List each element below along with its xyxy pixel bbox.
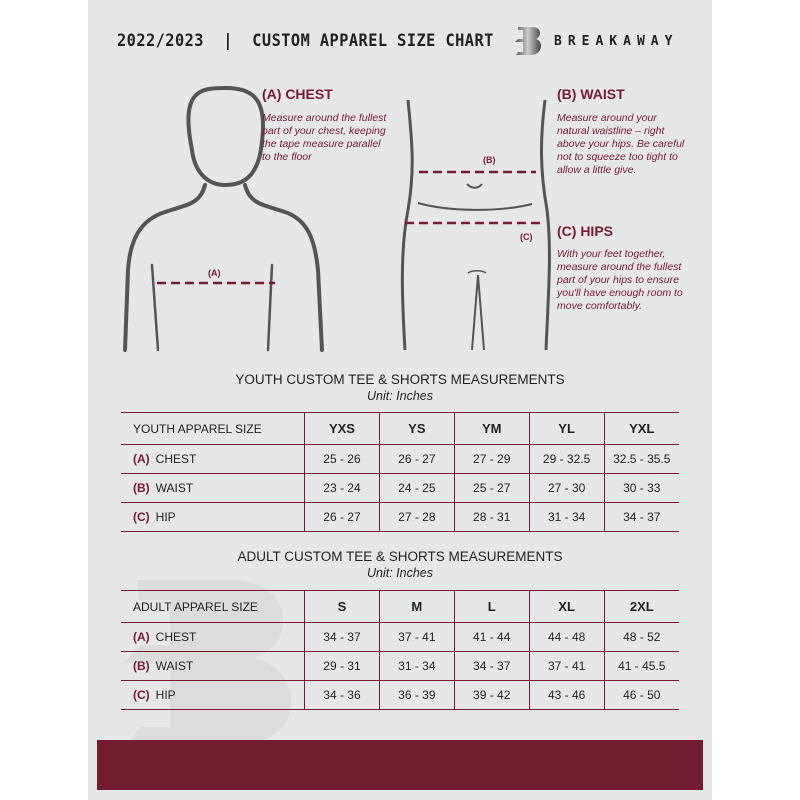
hips-marker: (C)	[520, 232, 533, 242]
cell: 36 - 39	[378, 680, 455, 710]
chest-marker: (A)	[208, 268, 221, 278]
youth-table-unit: Unit: Inches	[366, 389, 433, 403]
cell: 26 - 27	[378, 444, 455, 474]
size-header: YXL	[603, 412, 679, 445]
cell: 34 - 37	[304, 622, 380, 652]
cell: 41 - 44	[453, 622, 530, 652]
row-label: (A) CHEST	[121, 622, 305, 652]
size-header: 2XL	[603, 590, 679, 623]
brand-logo-icon	[515, 27, 541, 55]
cell: 27 - 28	[378, 502, 455, 532]
cell: 48 - 52	[603, 622, 679, 652]
row-label: (B) WAIST	[121, 473, 305, 503]
hips-description: With your feet together, measure around …	[557, 248, 683, 312]
cell: 34 - 36	[304, 680, 380, 710]
size-header: YS	[378, 412, 455, 445]
adult-table-unit: Unit: Inches	[366, 566, 433, 580]
row-label: (B) WAIST	[121, 651, 305, 681]
body-illustrations: (A) (B) (C)	[123, 85, 551, 352]
table-row: (A) CHEST 25 - 26 26 - 27 27 - 29 29 - 32.5 32…	[121, 444, 679, 474]
cell: 27 - 30	[528, 473, 605, 503]
table-row: (B) WAIST 23 - 24 24 - 25 25 - 27 27 - 30 30 -…	[121, 473, 679, 503]
size-header: XL	[528, 590, 605, 623]
cell: 28 - 31	[453, 502, 530, 532]
size-header: L	[453, 590, 530, 623]
size-header: YXS	[304, 412, 380, 445]
page-title: 2022/2023 | CUSTOM APPAREL SIZE CHART	[117, 31, 494, 51]
upper-body-figure	[123, 85, 324, 352]
footer-bar	[97, 740, 703, 790]
cell: 34 - 37	[453, 651, 530, 681]
chest-description: Measure around the fullest part of your …	[262, 112, 387, 163]
cell: 29 - 32.5	[528, 444, 605, 474]
hips-heading: (C) HIPS	[557, 223, 613, 239]
cell: 25 - 27	[453, 473, 530, 503]
row-label: (C) HIP	[121, 680, 305, 710]
table-row: (B) WAIST 29 - 31 31 - 34 34 - 37 37 - 41 41 -…	[121, 651, 679, 681]
size-label: YOUTH APPAREL SIZE	[121, 412, 305, 445]
cell: 41 - 45.5	[603, 651, 679, 681]
youth-size-table: YOUTH APPAREL SIZE YXS YS YM YL YXL (A) C…	[121, 412, 679, 532]
cell: 37 - 41	[528, 651, 605, 681]
cell: 37 - 41	[378, 622, 455, 652]
size-header: YM	[453, 412, 530, 445]
lower-body-figure	[400, 99, 551, 351]
brand-name: BREAKAWAY	[554, 33, 679, 49]
size-header: S	[304, 590, 380, 623]
table-row: (C) HIP 26 - 27 27 - 28 28 - 31 31 - 34 34 - 3…	[121, 502, 679, 532]
row-label: (C) HIP	[121, 502, 305, 532]
cell: 26 - 27	[304, 502, 380, 532]
table-row: (C) HIP 34 - 36 36 - 39 39 - 42 43 - 46 46 - 5…	[121, 680, 679, 710]
cell: 39 - 42	[453, 680, 530, 710]
table-row: (A) CHEST 34 - 37 37 - 41 41 - 44 44 - 48 48 -…	[121, 622, 679, 652]
cell: 44 - 48	[528, 622, 605, 652]
waist-heading: (B) WAIST	[557, 86, 625, 102]
waist-description: Measure around your natural waistline – …	[557, 112, 685, 176]
cell: 25 - 26	[304, 444, 380, 474]
size-label: ADULT APPAREL SIZE	[121, 590, 305, 623]
cell: 24 - 25	[378, 473, 455, 503]
cell: 30 - 33	[603, 473, 679, 503]
youth-table-title: YOUTH CUSTOM TEE & SHORTS MEASUREMENTS	[235, 372, 565, 387]
table-header-row: YOUTH APPAREL SIZE YXS YS YM YL YXL	[121, 412, 679, 445]
row-label: (A) CHEST	[121, 444, 305, 474]
size-header: M	[378, 590, 455, 623]
adult-size-table: ADULT APPAREL SIZE S M L XL 2XL (A) CHEST…	[121, 590, 679, 710]
cell: 29 - 31	[304, 651, 380, 681]
cell: 27 - 29	[453, 444, 530, 474]
table-header-row: ADULT APPAREL SIZE S M L XL 2XL	[121, 590, 679, 623]
waist-marker: (B)	[483, 155, 496, 165]
cell: 23 - 24	[304, 473, 380, 503]
cell: 32.5 - 35.5	[603, 444, 679, 474]
cell: 46 - 50	[603, 680, 679, 710]
cell: 31 - 34	[528, 502, 605, 532]
adult-table-title: ADULT CUSTOM TEE & SHORTS MEASUREMENTS	[237, 549, 563, 564]
brand-logo: BREAKAWAY	[512, 24, 678, 58]
cell: 31 - 34	[378, 651, 455, 681]
cell: 43 - 46	[528, 680, 605, 710]
cell: 34 - 37	[603, 502, 679, 532]
size-header: YL	[528, 412, 605, 445]
chest-heading: (A) CHEST	[262, 86, 333, 102]
